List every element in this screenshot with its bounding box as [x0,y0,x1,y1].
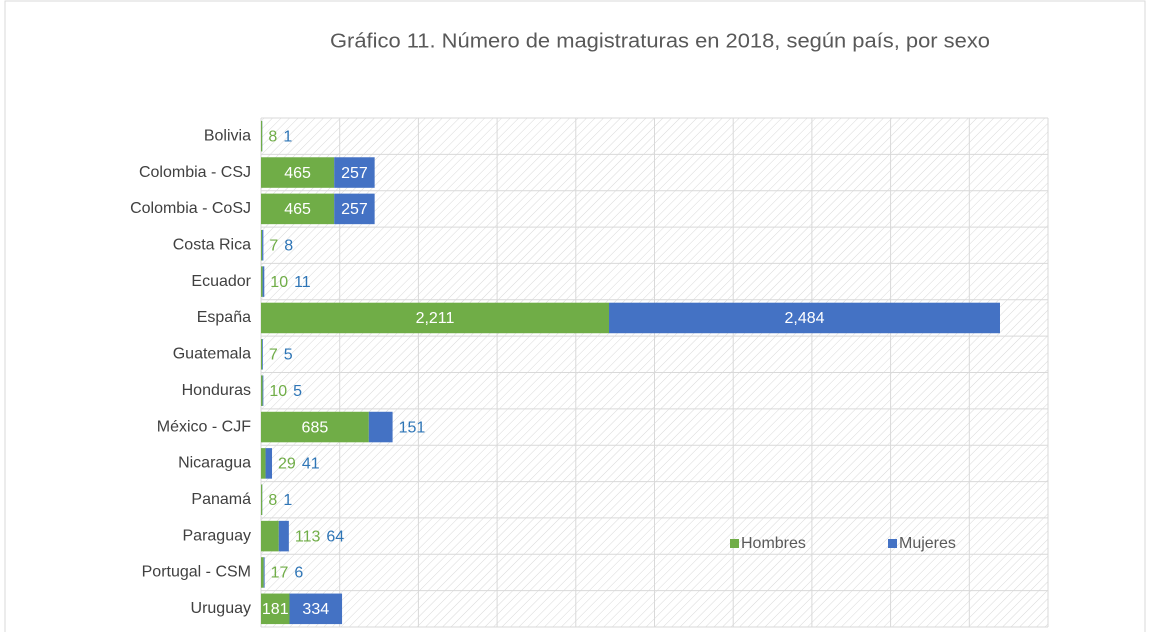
bar [261,120,263,152]
data-label: 8 [284,237,293,254]
chart-title: Gráfico 11. Número de magistraturas en 2… [330,30,990,52]
bar [262,375,264,406]
bar [261,411,369,443]
y-tick-label: España [197,309,251,326]
data-label: 11 [294,274,311,291]
data-label: 7 [269,347,278,364]
y-tick-label: Paraguay [183,527,252,544]
data-label: 2,484 [784,310,824,327]
y-tick-label: Uruguay [191,600,251,617]
y-tick-label: Bolivia [204,127,251,144]
data-label: 465 [284,201,311,218]
bar [263,557,265,588]
bar [261,193,335,225]
legend-label: Hombres [741,535,806,552]
bar [278,520,289,552]
bar [261,593,290,625]
legend-swatch [730,539,739,548]
y-tick-label: Ecuador [191,273,251,290]
y-tick-label: Costa Rica [173,236,251,253]
data-label: 181 [262,601,289,618]
bar [261,229,263,261]
data-label: 6 [294,565,303,582]
data-label: 10 [270,274,288,291]
data-label: 8 [268,492,277,509]
y-tick-label: Guatemala [173,346,251,363]
bar [261,157,335,188]
y-tick-label: Nicaragua [178,455,251,472]
y-tick-label: México - CJF [157,418,251,435]
bar [289,593,343,625]
data-label: 1 [283,128,292,145]
data-label: 64 [326,528,344,545]
data-label: 17 [271,565,289,582]
y-tick-label: Panamá [191,491,251,508]
bar [261,302,610,334]
y-tick-label: Colombia - CoSJ [130,200,251,217]
bar [368,411,393,443]
y-tick-label: Honduras [182,382,251,399]
data-label: 257 [341,165,368,182]
data-label: 8 [268,128,277,145]
bar [261,484,263,516]
bar [262,229,264,261]
y-tick-label: Portugal - CSM [142,564,251,581]
legend-label: Mujeres [899,535,956,552]
bar [261,375,263,406]
data-label: 2,211 [416,310,455,327]
data-label: 1 [283,492,292,509]
bar [261,520,279,552]
bar [261,448,266,479]
bar [262,266,265,297]
data-label: 5 [284,347,293,364]
data-label: 257 [341,201,368,218]
legend-swatch [888,539,897,548]
bar [261,266,263,297]
data-label: 334 [302,601,329,618]
data-label: 5 [293,383,302,400]
bar [261,339,263,370]
chart-border [4,0,1146,632]
data-label: 7 [269,237,278,254]
bar [334,157,375,188]
bar [265,448,273,479]
data-label: 41 [302,456,320,473]
data-label: 113 [295,528,321,545]
data-label: 685 [302,419,329,436]
data-label: 10 [269,383,287,400]
data-label: 151 [399,419,426,436]
bar [334,193,375,225]
data-label: 29 [278,456,296,473]
y-tick-label: Colombia - CSJ [139,164,251,181]
data-label: 465 [284,165,311,182]
bar [261,557,264,588]
bar [609,302,1000,334]
bar [262,339,263,370]
